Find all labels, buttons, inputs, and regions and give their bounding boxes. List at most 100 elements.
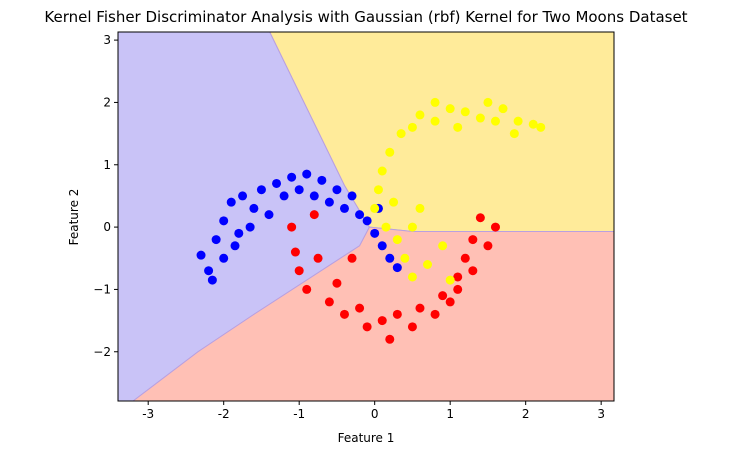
point	[407, 222, 417, 232]
point	[475, 213, 485, 223]
point	[245, 222, 255, 232]
point	[407, 322, 417, 332]
point	[373, 185, 383, 195]
point	[347, 253, 357, 263]
point	[204, 266, 214, 276]
point	[453, 284, 463, 294]
point	[392, 263, 402, 273]
point	[230, 241, 240, 251]
point	[309, 191, 319, 201]
plot-frame	[117, 31, 615, 402]
point	[430, 309, 440, 319]
x-axis-label: Feature 1	[338, 431, 395, 445]
point	[415, 203, 425, 213]
point	[385, 147, 395, 157]
point	[385, 253, 395, 263]
point	[445, 297, 455, 307]
point	[294, 266, 304, 276]
point	[362, 216, 372, 226]
point	[475, 113, 485, 123]
point	[460, 253, 470, 263]
point	[302, 284, 312, 294]
point	[400, 253, 410, 263]
point	[249, 203, 259, 213]
point	[339, 203, 349, 213]
y-tick-label: 3	[103, 33, 111, 47]
point	[389, 197, 399, 207]
y-tick-label: 0	[103, 220, 111, 234]
point	[415, 303, 425, 313]
y-tick-label: −2	[93, 345, 111, 359]
point	[460, 107, 470, 117]
point	[438, 241, 448, 251]
point	[339, 309, 349, 319]
point	[370, 228, 380, 238]
point	[423, 259, 433, 269]
point	[226, 197, 236, 207]
point	[430, 116, 440, 126]
point	[453, 272, 463, 282]
point	[324, 197, 334, 207]
point	[219, 216, 229, 226]
y-axis-label: Feature 2	[67, 189, 81, 246]
x-tick-label: 2	[522, 407, 530, 421]
point	[396, 129, 406, 139]
point	[264, 210, 274, 220]
x-tick-label: -1	[293, 407, 305, 421]
point	[290, 247, 300, 257]
point	[234, 228, 244, 238]
point	[528, 119, 538, 129]
point	[407, 122, 417, 132]
point	[377, 316, 387, 326]
point	[313, 253, 323, 263]
point	[468, 266, 478, 276]
point	[332, 278, 342, 288]
point	[272, 178, 282, 188]
point	[196, 250, 206, 260]
x-tick-label: -2	[218, 407, 230, 421]
point	[490, 116, 500, 126]
point	[392, 235, 402, 245]
y-tick-label: 1	[103, 158, 111, 172]
point	[377, 241, 387, 251]
point	[211, 235, 221, 245]
point	[509, 129, 519, 139]
point	[430, 97, 440, 107]
point	[287, 222, 297, 232]
point	[279, 191, 289, 201]
point	[294, 185, 304, 195]
point	[355, 210, 365, 220]
point	[362, 322, 372, 332]
point	[347, 191, 357, 201]
point	[415, 110, 425, 120]
point	[207, 275, 217, 285]
point	[445, 275, 455, 285]
point	[468, 235, 478, 245]
point	[309, 210, 319, 220]
point	[445, 104, 455, 114]
point	[324, 297, 334, 307]
point	[498, 104, 508, 114]
point	[370, 203, 380, 213]
x-tick-label: 1	[446, 407, 454, 421]
point	[238, 191, 248, 201]
point	[219, 253, 229, 263]
point	[536, 122, 546, 132]
point	[287, 172, 297, 182]
point	[438, 291, 448, 301]
point	[317, 175, 327, 185]
y-tick-label: −1	[93, 282, 111, 296]
point	[453, 122, 463, 132]
point	[302, 169, 312, 179]
x-tick-label: 3	[597, 407, 605, 421]
point	[407, 272, 417, 282]
point	[392, 309, 402, 319]
y-tick-label: 2	[103, 95, 111, 109]
point	[483, 241, 493, 251]
point	[513, 116, 523, 126]
point	[385, 334, 395, 344]
point	[381, 222, 391, 232]
chart-title: Kernel Fisher Discriminator Analysis wit…	[44, 8, 687, 26]
